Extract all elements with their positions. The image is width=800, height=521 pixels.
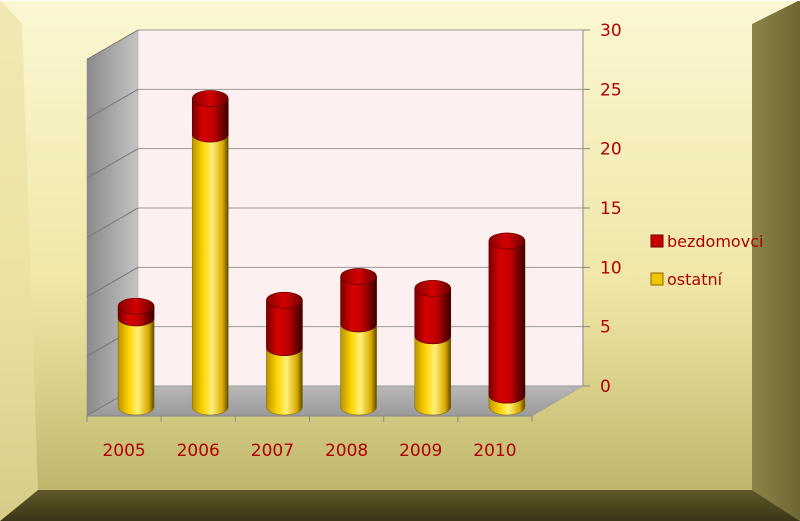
y-tick-label: 25 — [600, 80, 622, 100]
y-tick-label: 30 — [600, 21, 622, 41]
legend: bezdomovci ostatní — [650, 232, 763, 289]
y-tick-label: 15 — [600, 199, 622, 219]
bar-top-cap — [414, 280, 452, 297]
bar-segment-bezdomovci — [414, 288, 452, 345]
bar-segment-bezdomovci — [266, 300, 303, 356]
bar-top-cap — [191, 90, 229, 107]
gridline-side — [86, 29, 139, 60]
x-category-label: 2006 — [177, 441, 220, 461]
frame-bevel-right — [752, 0, 800, 521]
axis-ticks — [86, 29, 590, 422]
legend-label-ostatni: ostatní — [667, 270, 723, 289]
x-category-label: 2010 — [473, 441, 516, 461]
bars — [117, 90, 526, 416]
bar-segment-ostatni — [414, 335, 452, 416]
y-tick-labels: 0 5 10 15 20 25 30 — [600, 21, 622, 397]
bar-segment-bezdomovci — [488, 240, 526, 404]
x-category-label: 2005 — [102, 441, 145, 461]
bar-top-cap — [266, 291, 303, 309]
bar-top-cap — [117, 297, 155, 315]
gridline-side — [86, 148, 139, 179]
gridline-side — [86, 207, 139, 238]
y-tick-label: 10 — [600, 258, 622, 278]
y-tick-label: 5 — [600, 318, 611, 338]
frame-bevel-bottom — [0, 490, 800, 521]
gridline-side — [86, 266, 139, 298]
bar-segment-ostatni — [340, 323, 377, 416]
legend-swatch-ostatni — [650, 272, 664, 286]
x-category-label: 2007 — [251, 441, 294, 461]
legend-swatch-bezdomovci — [650, 234, 664, 248]
bar-top-cap — [340, 268, 377, 285]
x-category-labels: 2005 2006 2007 2008 2009 2010 — [102, 441, 516, 461]
bar-segment-ostatni — [191, 134, 229, 416]
x-category-label: 2009 — [399, 441, 442, 461]
y-tick-label: 0 — [600, 377, 611, 397]
gridline-side — [86, 88, 139, 120]
bar-segment-ostatni — [117, 317, 155, 416]
legend-label-bezdomovci: bezdomovci — [667, 232, 763, 251]
bar-top-cap — [488, 232, 526, 250]
y-tick-label: 20 — [600, 140, 622, 160]
bar-segment-ostatni — [266, 347, 303, 416]
bar-segment-bezdomovci — [340, 276, 377, 333]
x-category-label: 2008 — [325, 441, 368, 461]
frame-bevel-left — [0, 0, 38, 521]
